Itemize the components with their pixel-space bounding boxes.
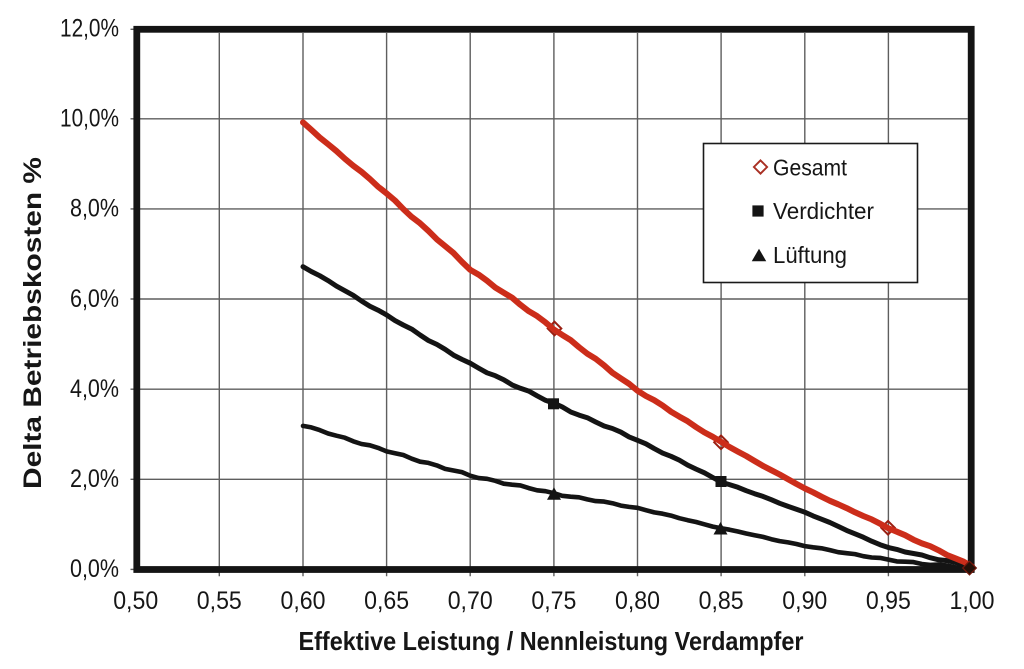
svg-text:0,60: 0,60 [281,587,326,615]
svg-text:12,0%: 12,0% [60,15,119,43]
svg-text:Delta Betriebskosten %: Delta Betriebskosten % [19,157,47,489]
svg-text:0,50: 0,50 [113,587,158,615]
svg-text:Gesamt: Gesamt [773,155,848,181]
svg-text:0,70: 0,70 [448,587,493,615]
svg-text:2,0%: 2,0% [70,465,119,493]
svg-text:0,0%: 0,0% [70,555,119,583]
svg-text:0,55: 0,55 [197,587,242,615]
svg-text:0,85: 0,85 [699,587,744,615]
svg-text:0,65: 0,65 [364,587,409,615]
svg-text:10,0%: 10,0% [60,105,119,133]
svg-text:Effektive Leistung / Nennleist: Effektive Leistung / Nennleistung Verdam… [299,626,804,656]
svg-text:0,95: 0,95 [866,587,911,615]
svg-text:Lüftung: Lüftung [773,242,847,268]
svg-text:0,75: 0,75 [531,587,576,615]
svg-text:8,0%: 8,0% [70,195,119,223]
svg-text:Verdichter: Verdichter [773,198,874,224]
svg-text:0,90: 0,90 [782,587,827,615]
svg-text:1,00: 1,00 [950,587,995,615]
svg-text:4,0%: 4,0% [70,375,119,403]
svg-text:0,80: 0,80 [615,587,660,615]
svg-text:6,0%: 6,0% [70,285,119,313]
